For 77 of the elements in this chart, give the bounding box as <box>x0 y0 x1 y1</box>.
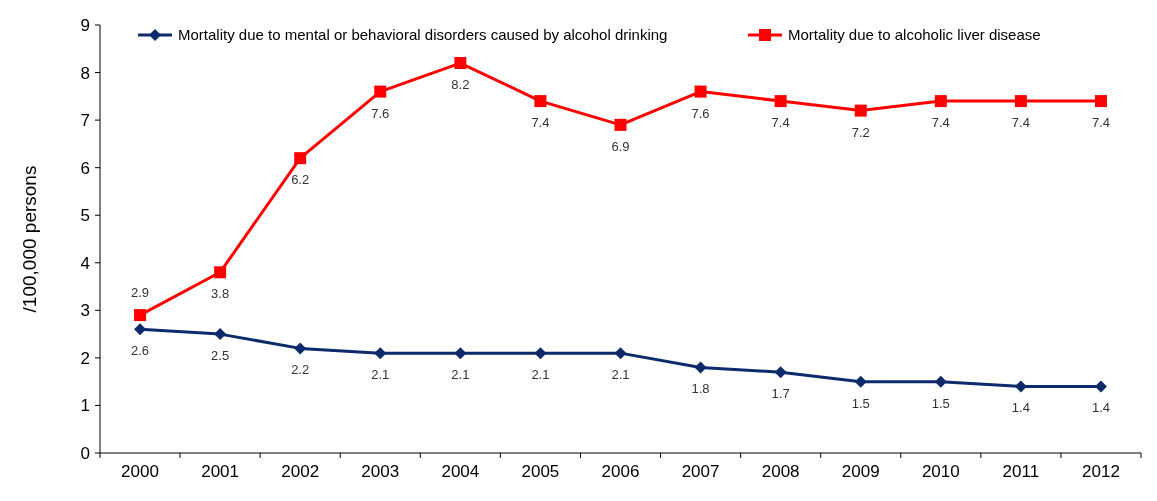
point <box>214 328 227 341</box>
point <box>774 95 787 108</box>
point <box>134 309 147 322</box>
x-tick-label: 2011 <box>1002 462 1040 481</box>
data-label: 1.4 <box>1011 400 1030 416</box>
x-tick-label: 2009 <box>841 462 880 481</box>
data-label: 1.8 <box>691 381 710 397</box>
point <box>694 85 707 98</box>
point <box>934 375 947 388</box>
y-tick-label: 5 <box>80 206 90 226</box>
legend-label: Mortality due to mental or behavioral disorders caused by alcohol drinking <box>178 26 668 44</box>
point <box>294 342 307 355</box>
x-tick-label: 2008 <box>761 462 800 481</box>
point <box>614 118 627 131</box>
x-tick-label: 2005 <box>521 462 560 481</box>
legend-label: Mortality due to alcoholic liver disease <box>788 26 1041 44</box>
data-label: 1.4 <box>1091 400 1110 416</box>
point <box>854 104 867 117</box>
point <box>294 152 307 165</box>
point <box>614 347 627 360</box>
y-tick-label: 2 <box>80 348 90 368</box>
data-label: 2.1 <box>531 367 550 383</box>
point <box>1094 95 1107 108</box>
point <box>694 361 707 374</box>
point <box>454 347 467 360</box>
data-label: 7.4 <box>1091 115 1110 131</box>
y-axis-title: /100,000 persons <box>19 165 40 313</box>
data-label: 2.1 <box>371 367 390 383</box>
x-tick-label: 2006 <box>601 462 640 481</box>
y-tick-label: 0 <box>80 443 90 463</box>
point <box>774 366 787 379</box>
point <box>1014 380 1027 393</box>
y-tick-label: 3 <box>80 301 90 321</box>
point <box>934 95 947 108</box>
point <box>214 266 227 279</box>
point <box>1014 95 1027 108</box>
point <box>374 347 387 360</box>
data-label: 7.4 <box>771 115 790 131</box>
data-label: 6.2 <box>291 172 310 188</box>
y-tick-label: 8 <box>80 63 90 83</box>
data-label: 2.1 <box>611 367 630 383</box>
point <box>134 323 147 336</box>
data-label: 2.1 <box>451 367 470 383</box>
y-tick-label: 1 <box>80 396 90 416</box>
data-label: 8.2 <box>451 77 470 93</box>
data-label: 3.8 <box>211 286 230 302</box>
data-label: 7.4 <box>1011 115 1030 131</box>
data-label: 7.2 <box>851 124 870 140</box>
y-tick-label: 9 <box>80 15 90 35</box>
point <box>454 57 467 70</box>
x-tick-label: 2007 <box>681 462 720 481</box>
y-tick-label: 6 <box>80 158 90 178</box>
data-label: 2.6 <box>131 343 150 359</box>
data-label: 7.4 <box>931 115 950 131</box>
x-tick-label: 2010 <box>921 462 960 481</box>
x-tick-label: 2004 <box>441 462 480 481</box>
data-label: 7.6 <box>371 105 390 121</box>
y-tick-label: 4 <box>80 253 90 273</box>
data-label: 2.2 <box>291 362 310 378</box>
x-tick-label: 2003 <box>361 462 400 481</box>
x-tick-label: 2012 <box>1082 462 1120 481</box>
point <box>854 375 867 388</box>
point <box>374 85 387 98</box>
x-tick-label: 2002 <box>281 462 320 481</box>
data-label: 7.6 <box>691 105 710 121</box>
data-label: 2.9 <box>131 285 150 301</box>
data-label: 1.5 <box>931 395 950 411</box>
data-label: 2.5 <box>211 348 230 364</box>
x-tick-label: 2000 <box>121 462 159 481</box>
point <box>534 95 547 108</box>
data-label: 7.4 <box>531 115 550 131</box>
data-label: 1.7 <box>771 386 790 402</box>
data-label: 6.9 <box>611 138 630 154</box>
data-label: 1.5 <box>851 395 870 411</box>
point <box>534 347 547 360</box>
y-tick-label: 7 <box>80 111 90 131</box>
x-tick-label: 2001 <box>201 462 240 481</box>
